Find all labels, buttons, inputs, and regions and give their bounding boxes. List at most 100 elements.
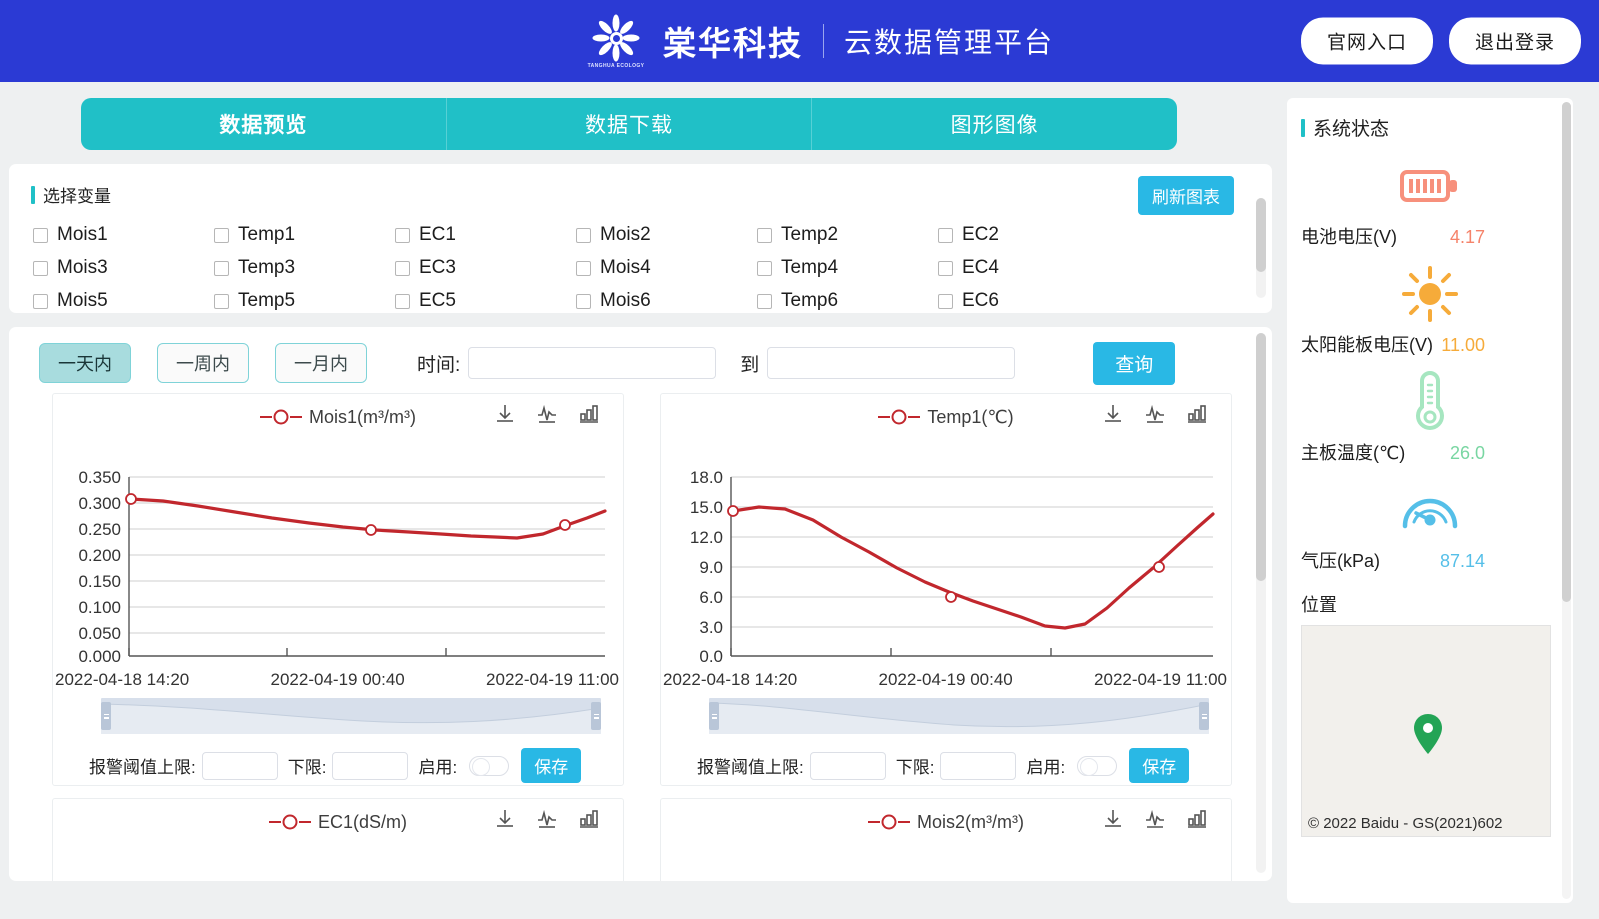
- datazoom-handle-left[interactable]: [101, 702, 111, 730]
- variable-checkbox-temp3[interactable]: Temp3: [214, 257, 395, 279]
- alarm-enable-toggle[interactable]: [469, 755, 510, 776]
- y-axis-labels: 0.350 0.300 0.250 0.200 0.150 0.100 0.05…: [78, 468, 121, 666]
- line-chart-icon[interactable]: [535, 402, 559, 426]
- checkbox-box[interactable]: [33, 293, 48, 309]
- alarm-lower-input[interactable]: [940, 751, 1017, 780]
- datazoom-handle-left[interactable]: [709, 702, 719, 730]
- checkbox-box[interactable]: [395, 293, 410, 309]
- checkbox-box[interactable]: [395, 227, 410, 243]
- time-from-input[interactable]: [468, 347, 717, 379]
- alarm-upper-input[interactable]: [809, 751, 886, 780]
- chart-datazoom-slider[interactable]: [101, 698, 601, 734]
- download-icon[interactable]: [493, 807, 517, 831]
- scrollbar-thumb[interactable]: [1256, 198, 1266, 272]
- variable-checkbox-temp4[interactable]: Temp4: [757, 257, 938, 279]
- refresh-chart-button[interactable]: 刷新图表: [1138, 176, 1234, 215]
- range-button-one-week[interactable]: 一周内: [157, 343, 249, 383]
- checkbox-box[interactable]: [214, 293, 229, 309]
- range-button-one-month[interactable]: 一月内: [275, 343, 367, 383]
- gridlines: [731, 476, 1213, 628]
- alarm-save-button[interactable]: 保存: [1129, 748, 1190, 783]
- line-chart-icon[interactable]: [1143, 402, 1167, 426]
- checkbox-box[interactable]: [757, 293, 772, 309]
- variable-checkbox-mois3[interactable]: Mois3: [33, 257, 214, 279]
- checkbox-box[interactable]: [938, 227, 953, 243]
- chart-grid: Mois1(m³/m³): [19, 385, 1262, 881]
- side-panel-scrollbar[interactable]: [1562, 102, 1571, 899]
- chart-datazoom-slider[interactable]: [709, 698, 1209, 734]
- variable-checkbox-ec5[interactable]: EC5: [395, 290, 576, 312]
- variable-checkbox-mois5[interactable]: Mois5: [33, 290, 214, 312]
- variable-checkbox-ec4[interactable]: EC4: [938, 257, 1119, 279]
- variable-checkbox-temp5[interactable]: Temp5: [214, 290, 395, 312]
- line-chart-icon[interactable]: [535, 807, 559, 831]
- checkbox-box[interactable]: [938, 293, 953, 309]
- bar-chart-icon[interactable]: [577, 807, 601, 831]
- checkbox-box[interactable]: [214, 227, 229, 243]
- official-site-button[interactable]: 官网入口: [1300, 17, 1433, 65]
- chart-legend[interactable]: Temp1(℃): [878, 407, 1014, 428]
- alarm-save-button[interactable]: 保存: [521, 748, 582, 783]
- svg-text:0.100: 0.100: [78, 598, 121, 617]
- variable-checkbox-ec6[interactable]: EC6: [938, 290, 1119, 312]
- charts-panel-scrollbar[interactable]: [1256, 333, 1266, 873]
- variable-checkbox-ec1[interactable]: EC1: [395, 224, 576, 246]
- query-button[interactable]: 查询: [1093, 341, 1176, 385]
- chart-legend[interactable]: Mois1(m³/m³): [260, 407, 416, 428]
- scrollbar-thumb[interactable]: [1562, 102, 1571, 602]
- title-accent-bar: [31, 185, 35, 204]
- checkbox-box[interactable]: [214, 260, 229, 276]
- checkbox-box[interactable]: [576, 227, 591, 243]
- chart-legend[interactable]: EC1(dS/m): [268, 812, 407, 833]
- variable-label: Temp1: [238, 224, 296, 245]
- logout-button[interactable]: 退出登录: [1448, 17, 1581, 65]
- main-tabbar: 数据预览 数据下载 图形图像: [81, 98, 1177, 150]
- variable-checkbox-mois6[interactable]: Mois6: [576, 290, 757, 312]
- bar-chart-icon[interactable]: [1185, 402, 1209, 426]
- download-icon[interactable]: [493, 402, 517, 426]
- variable-checkbox-ec3[interactable]: EC3: [395, 257, 576, 279]
- bar-chart-icon[interactable]: [1185, 807, 1209, 831]
- checkbox-box[interactable]: [757, 260, 772, 276]
- variable-label: Temp5: [238, 290, 296, 311]
- variable-checkbox-temp2[interactable]: Temp2: [757, 224, 938, 246]
- time-to-input[interactable]: [767, 347, 1016, 379]
- range-button-one-day[interactable]: 一天内: [39, 343, 131, 383]
- variable-checkbox-mois2[interactable]: Mois2: [576, 224, 757, 246]
- chart-header: EC1(dS/m): [53, 799, 623, 845]
- variable-checkbox-temp6[interactable]: Temp6: [757, 290, 938, 312]
- bar-chart-icon[interactable]: [577, 402, 601, 426]
- tab-data-download[interactable]: 数据下载: [447, 98, 813, 150]
- checkbox-box[interactable]: [757, 227, 772, 243]
- scrollbar-thumb[interactable]: [1256, 333, 1266, 581]
- checkbox-box[interactable]: [938, 260, 953, 276]
- variable-panel-scrollbar[interactable]: [1256, 198, 1266, 298]
- chart-legend[interactable]: Mois2(m³/m³): [868, 812, 1024, 833]
- tab-data-preview[interactable]: 数据预览: [81, 98, 447, 150]
- alarm-enable-toggle[interactable]: [1077, 755, 1118, 776]
- variable-panel-title-row: 选择变量: [31, 182, 1272, 207]
- alarm-lower-input[interactable]: [332, 751, 409, 780]
- svg-text:15.0: 15.0: [690, 498, 723, 517]
- tab-graphic-image[interactable]: 图形图像: [950, 114, 1039, 137]
- variable-checkbox-mois4[interactable]: Mois4: [576, 257, 757, 279]
- download-icon[interactable]: [1101, 807, 1125, 831]
- system-name: 云数据管理平台: [843, 27, 1054, 58]
- checkbox-box[interactable]: [576, 293, 591, 309]
- datazoom-handle-right[interactable]: [591, 702, 601, 730]
- variable-checkbox-mois1[interactable]: Mois1: [33, 224, 214, 246]
- checkbox-box[interactable]: [395, 260, 410, 276]
- status-icon-wrap: [1287, 155, 1573, 217]
- battery-icon: [1400, 170, 1457, 202]
- variable-checkbox-ec2[interactable]: EC2: [938, 224, 1119, 246]
- variable-checkbox-temp1[interactable]: Temp1: [214, 224, 395, 246]
- checkbox-box[interactable]: [33, 227, 48, 243]
- download-icon[interactable]: [1101, 402, 1125, 426]
- line-chart-icon[interactable]: [1143, 807, 1167, 831]
- checkbox-box[interactable]: [33, 260, 48, 276]
- chart-svg-mois1: 0.350 0.300 0.250 0.200 0.150 0.100 0.05…: [78, 468, 607, 666]
- checkbox-box[interactable]: [576, 260, 591, 276]
- location-map[interactable]: © 2022 Baidu - GS(2021)602: [1301, 625, 1551, 837]
- datazoom-handle-right[interactable]: [1199, 702, 1209, 730]
- alarm-upper-input[interactable]: [201, 751, 278, 780]
